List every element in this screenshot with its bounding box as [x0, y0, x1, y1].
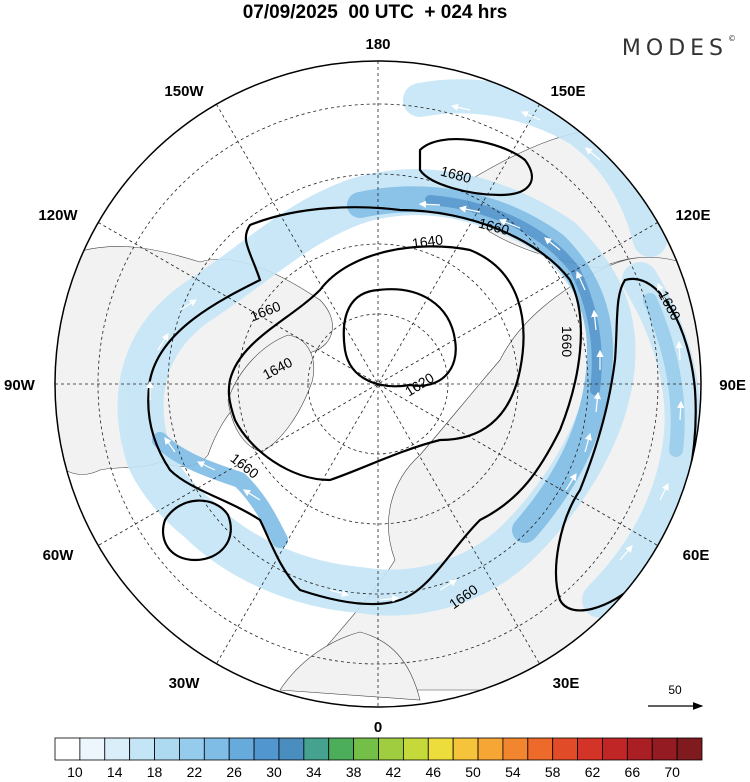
colorbar-bin: [452, 737, 479, 761]
contour-label-1660-pacific: 1660: [477, 215, 511, 239]
colorbar-bin: [552, 737, 578, 761]
colorbar-bin: [104, 737, 131, 761]
colorbar-bin: [154, 737, 180, 761]
lon-label-120w: 120W: [38, 207, 78, 224]
colorbar-bin: [502, 737, 529, 761]
lon-label-0: 0: [374, 719, 382, 736]
lon-label-60w: 60W: [43, 547, 75, 564]
colorbar-bin: [676, 737, 703, 761]
contour-1680-asia: [554, 277, 697, 612]
map-title: 07/09/2025 00 UTC + 024 hrs: [242, 2, 508, 23]
colorbar-bin: [328, 737, 355, 761]
colorbar-tick-label: 46: [425, 764, 441, 780]
colorbar-bin: [427, 737, 454, 761]
height-contours: [147, 138, 697, 612]
logo-mark: ©: [728, 34, 736, 43]
wind-vectors: [146, 103, 685, 603]
landmass-greenland: [227, 334, 314, 453]
lon-label-30w: 30W: [169, 675, 201, 692]
contour-1640: [227, 245, 525, 482]
jet-band-east-core: [643, 293, 685, 457]
contour-1680-atlantic: [161, 499, 232, 562]
colorbar-tick-label: 38: [346, 764, 362, 780]
contour-label-1640-north: 1640: [411, 231, 444, 251]
colorbar-tick-label: 66: [625, 764, 641, 780]
colorbar-bin: [353, 737, 379, 761]
lon-label-180: 180: [365, 36, 390, 53]
lon-label-120e: 120E: [675, 207, 710, 224]
colorbar-bin: [79, 737, 106, 761]
lon-label-150w: 150W: [164, 83, 204, 100]
colorbar-tick-label: 26: [226, 764, 242, 780]
colorbar-tick-label: 34: [306, 764, 322, 780]
landmass-north-africa: [279, 631, 421, 701]
lon-label-90e: 90E: [719, 377, 746, 394]
colorbar-bin: [477, 737, 504, 761]
graticule: [55, 61, 701, 707]
lon-label-150e: 150E: [550, 83, 585, 100]
colorbar-tick-label: 18: [147, 764, 163, 780]
colorbar-bin: [54, 737, 81, 761]
colorbar-bin: [179, 737, 205, 761]
contour-1680-pacific: [418, 138, 533, 197]
lon-label-30e: 30E: [553, 675, 580, 692]
colorbar-tick-label: 30: [266, 764, 282, 780]
colorbar-tick-label: 50: [465, 764, 481, 780]
colorbar-bin: [577, 737, 603, 761]
reference-vector-label: 50: [668, 683, 682, 697]
reference-vector: 50: [648, 683, 704, 710]
map-border: [54, 60, 702, 708]
colorbar-bin: [626, 737, 653, 761]
colorbar-tick-label: 10: [67, 764, 83, 780]
colorbar-tick-label: 42: [386, 764, 402, 780]
colorbar: 10 14 18 22 26 30 34 38 42 46 50 54 58 62 66 70: [54, 737, 703, 780]
colorbar-bin: [651, 737, 678, 761]
colorbar-bin: [602, 737, 628, 761]
colorbar-bin: [303, 737, 330, 761]
colorbar-bin: [129, 737, 155, 761]
colorbar-tick-label: 58: [545, 764, 561, 780]
colorbar-tick-label: 22: [187, 764, 203, 780]
contour-1660: [147, 206, 583, 606]
longitude-labels: 180 0 90W 90E 150W 120W 150E 120E 60W 30…: [4, 36, 746, 736]
colorbar-tick-label: 70: [664, 764, 680, 780]
colorbar-bin: [203, 737, 230, 761]
contour-label-1680-pacific: 1680: [439, 163, 473, 187]
contour-label-1660-siberia: 1660: [559, 326, 575, 357]
modes-logo: MODES©: [622, 34, 736, 61]
colorbar-tick-label: 14: [107, 764, 123, 780]
colorbar-bin: [228, 737, 255, 761]
colorbar-tick-label: 62: [585, 764, 601, 780]
colorbar-bin: [278, 737, 305, 761]
jet-band-atlantic: [152, 432, 288, 548]
colorbar-bin: [527, 737, 554, 761]
colorbar-bin: [378, 737, 404, 761]
lon-label-90w: 90W: [4, 377, 36, 394]
lon-label-60e: 60E: [683, 547, 710, 564]
contour-1620: [342, 288, 457, 388]
colorbar-bin: [253, 737, 280, 761]
logo-text: MODES: [621, 36, 728, 61]
colorbar-tick-label: 54: [505, 764, 521, 780]
map-disk: 1680 1660 1640 1660 1640 1620 1660 1680 …: [55, 61, 701, 707]
colorbar-bin: [402, 737, 429, 761]
